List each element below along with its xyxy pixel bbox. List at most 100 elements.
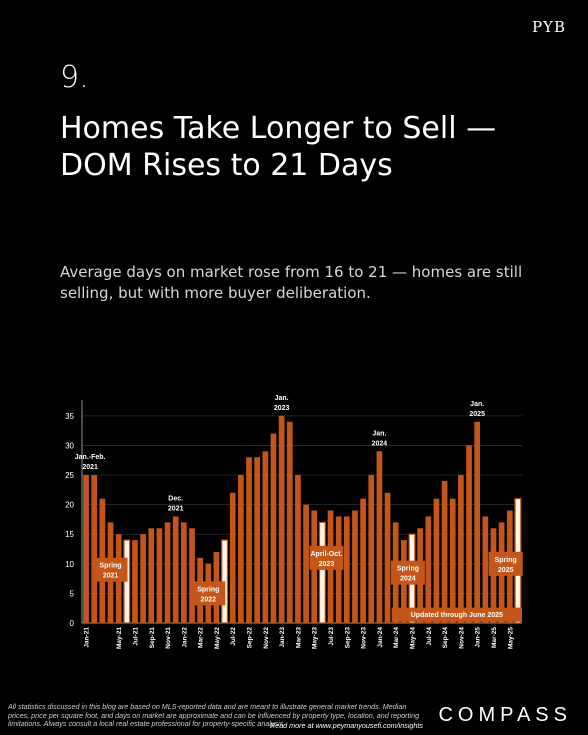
y-tick-label: 30 bbox=[65, 441, 74, 450]
x-tick-label: Mar-24 bbox=[393, 627, 400, 648]
bar-Nov-24 bbox=[458, 475, 464, 623]
brand-logo: PYB bbox=[531, 18, 566, 36]
period-label-box bbox=[488, 551, 523, 576]
period-label-box bbox=[390, 560, 425, 585]
peak-label: 2021 bbox=[168, 505, 184, 512]
bar-Oct-21 bbox=[156, 528, 163, 623]
update-banner-text: Updated through June 2025 bbox=[411, 612, 503, 619]
peak-label: 2021 bbox=[82, 464, 98, 471]
x-tick-label: Nov-24 bbox=[458, 627, 465, 649]
x-tick-label: Nov-23 bbox=[361, 627, 368, 649]
bar-Aug-21 bbox=[140, 534, 146, 623]
bar-Oct-22 bbox=[254, 457, 261, 623]
x-tick-label: Mar-25 bbox=[491, 627, 498, 648]
y-tick-label: 20 bbox=[65, 501, 74, 510]
peak-label: 2024 bbox=[372, 440, 388, 447]
x-tick-label: Jan-24 bbox=[377, 627, 384, 648]
bar-Feb-23 bbox=[286, 421, 293, 623]
bar-Jan-24 bbox=[376, 451, 383, 623]
bar-Sep-24 bbox=[441, 480, 448, 623]
y-tick-label: 35 bbox=[65, 412, 74, 421]
period-label: 2024 bbox=[400, 576, 416, 583]
peak-label: Dec. bbox=[168, 495, 183, 502]
bar-Aug-22 bbox=[238, 475, 244, 623]
peak-label: Jan. bbox=[275, 395, 289, 402]
period-label: 2022 bbox=[201, 596, 217, 603]
bar-Nov-21 bbox=[164, 522, 171, 623]
period-label: Spring bbox=[495, 557, 517, 564]
bar-Jul-24 bbox=[425, 516, 432, 623]
bar-Jan-23 bbox=[278, 415, 285, 623]
bar-Mar-23 bbox=[295, 475, 301, 623]
y-tick-label: 10 bbox=[65, 560, 74, 569]
section-number: 9. bbox=[60, 60, 89, 95]
x-tick-label: May-24 bbox=[410, 627, 417, 649]
x-tick-label: Mar-23 bbox=[295, 627, 302, 648]
bar-Dec-24 bbox=[466, 445, 472, 623]
page-subtitle: Average days on market rose from 16 to 2… bbox=[60, 263, 523, 302]
x-tick-label: Jul-21 bbox=[132, 627, 139, 646]
bar-Feb-25 bbox=[482, 516, 489, 623]
x-tick-label: Jul-22 bbox=[230, 627, 237, 646]
bar-Nov-22 bbox=[262, 451, 269, 623]
period-label-box bbox=[93, 557, 128, 582]
bar-Jan-22 bbox=[181, 522, 187, 623]
update-banner bbox=[391, 607, 522, 622]
period-label: 2025 bbox=[498, 567, 514, 574]
period-label: 2023 bbox=[319, 561, 335, 568]
bar-Sep-22 bbox=[246, 457, 252, 623]
x-tick-label: May-22 bbox=[214, 627, 221, 649]
bar-Nov-23 bbox=[360, 498, 366, 623]
bar-Jan-25 bbox=[474, 421, 481, 623]
bar-Feb-21 bbox=[91, 475, 98, 623]
peak-label: Jan.-Feb. bbox=[75, 454, 106, 461]
compass-logo: COMPASS bbox=[438, 704, 572, 726]
x-tick-label: Nov-22 bbox=[263, 627, 270, 649]
x-tick-label: Jan-23 bbox=[279, 627, 286, 648]
bar-Feb-24 bbox=[384, 492, 391, 623]
bar-Jan-21 bbox=[83, 475, 89, 623]
bar-Dec-21 bbox=[172, 516, 179, 623]
period-label: April-Oct. bbox=[310, 551, 342, 558]
y-tick-label: 0 bbox=[70, 619, 75, 628]
bar-Feb-22 bbox=[189, 528, 195, 623]
peak-label: Jan. bbox=[470, 401, 484, 408]
x-tick-label: Jan-25 bbox=[475, 627, 482, 648]
x-tick-label: Mar-22 bbox=[198, 627, 205, 648]
x-tick-label: Nov-21 bbox=[165, 627, 172, 649]
bar-Jun-23 bbox=[318, 521, 326, 624]
x-tick-label: Jul-24 bbox=[426, 627, 433, 646]
y-tick-label: 25 bbox=[65, 471, 74, 480]
period-label: Spring bbox=[99, 563, 121, 570]
period-label: Spring bbox=[197, 586, 219, 593]
peak-label: 2023 bbox=[274, 405, 290, 412]
x-tick-label: May-21 bbox=[116, 627, 123, 649]
y-tick-label: 15 bbox=[65, 530, 74, 539]
peak-label: Jan. bbox=[372, 430, 386, 437]
read-more-link[interactable]: Read more at www.peymanyousefi.com/insig… bbox=[270, 721, 424, 730]
x-tick-label: Jan-21 bbox=[84, 627, 91, 648]
bar-Apr-23 bbox=[303, 504, 309, 623]
x-tick-label: Sep-21 bbox=[149, 627, 156, 649]
bar-Dec-23 bbox=[368, 475, 375, 623]
period-label-box bbox=[191, 581, 226, 606]
x-tick-label: Jan-22 bbox=[181, 627, 188, 648]
period-label: 2021 bbox=[103, 573, 119, 580]
peak-label: 2025 bbox=[469, 411, 485, 418]
x-tick-label: Sep-22 bbox=[247, 627, 254, 649]
bar-Jul-22 bbox=[229, 492, 236, 623]
disclaimer-text: All statistics discussed in this blog ar… bbox=[8, 702, 420, 729]
x-tick-label: Jul-23 bbox=[328, 627, 335, 646]
bar-Sep-23 bbox=[343, 516, 350, 623]
page-title: Homes Take Longer to Sell — DOM Rises to… bbox=[60, 111, 497, 183]
period-label-box bbox=[309, 545, 344, 570]
bar-Aug-24 bbox=[433, 498, 440, 623]
x-tick-label: May-25 bbox=[507, 627, 514, 649]
bar-Sep-21 bbox=[148, 528, 155, 623]
bar-Oct-23 bbox=[352, 510, 358, 623]
x-tick-label: Sep-24 bbox=[442, 627, 449, 649]
bar-Oct-24 bbox=[449, 498, 456, 623]
period-label: Spring bbox=[397, 566, 419, 573]
y-tick-label: 5 bbox=[70, 589, 75, 598]
